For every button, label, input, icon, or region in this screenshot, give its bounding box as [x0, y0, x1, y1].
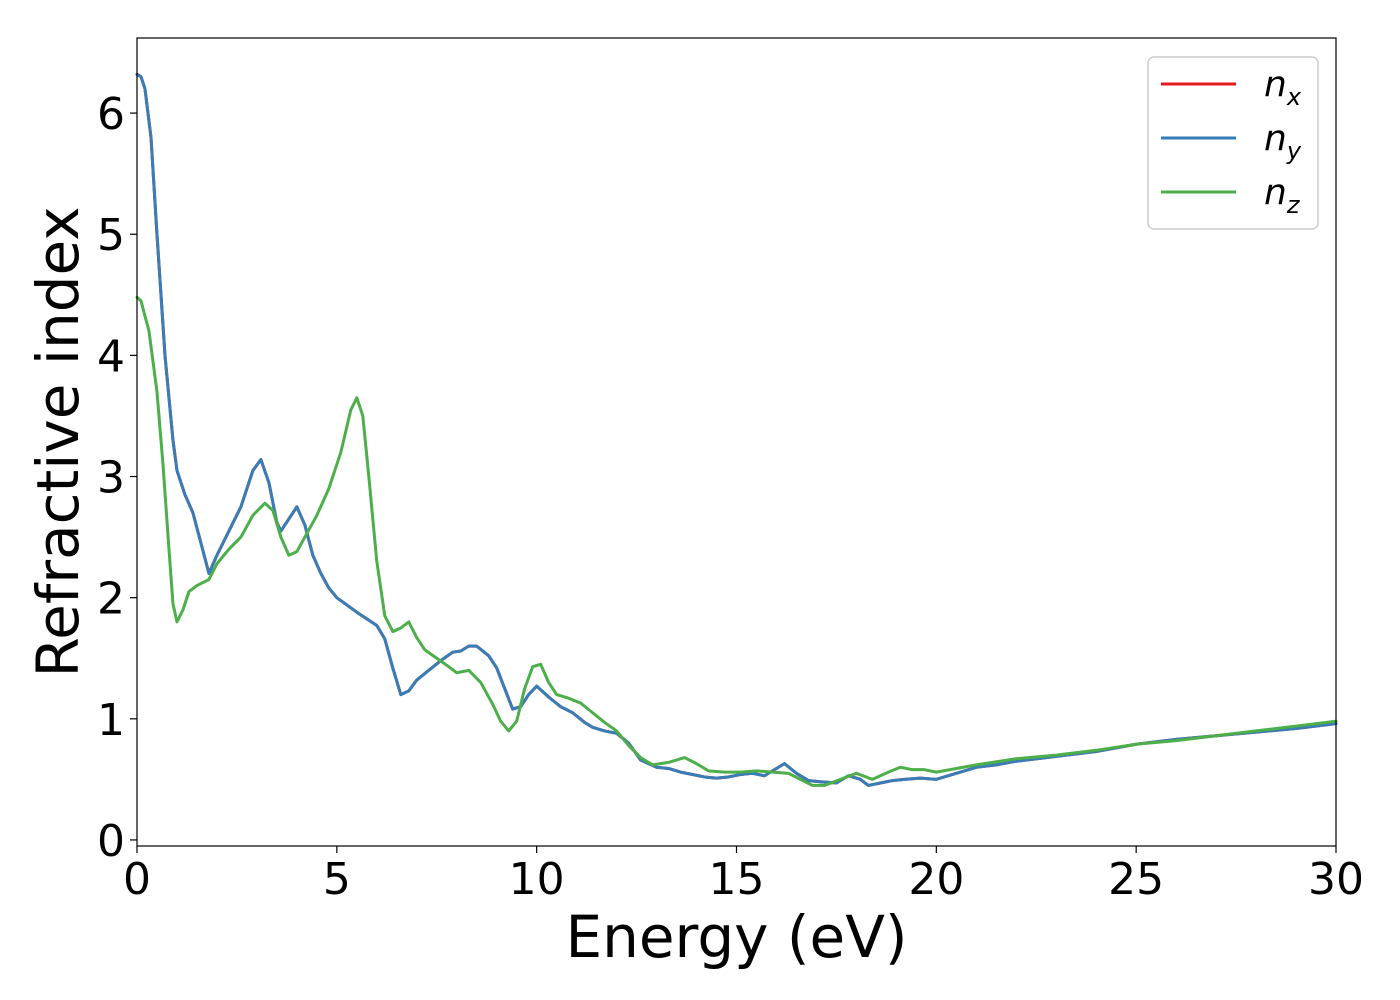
x-tick-label: 25 — [1108, 854, 1164, 905]
legend-label-x: nx — [1264, 64, 1302, 111]
y-tick-label: 1 — [97, 695, 125, 746]
legend-box — [1147, 56, 1319, 230]
legend-label-z: nz — [1264, 172, 1301, 219]
x-tick-label: 20 — [908, 854, 964, 905]
series-line-y — [135, 72, 1338, 787]
series-layer — [135, 72, 1338, 787]
y-tick-label: 4 — [97, 331, 125, 382]
y-tick-label: 3 — [97, 453, 125, 504]
x-tick-label: 5 — [323, 854, 351, 905]
series-line-z — [135, 295, 1338, 787]
y-axis-label: Refractive index — [24, 206, 92, 677]
y-tick-label: 2 — [97, 574, 125, 625]
y-tick-label: 6 — [97, 89, 125, 140]
y-axis: 0 1 2 3 4 5 6 — [97, 89, 137, 867]
x-tick-label: 10 — [509, 854, 565, 905]
x-tick-label: 30 — [1308, 854, 1364, 905]
x-tick-label: 0 — [123, 854, 151, 905]
y-tick-label: 5 — [97, 210, 125, 261]
y-tick-label: 0 — [97, 816, 125, 867]
x-tick-label: 15 — [709, 854, 765, 905]
x-axis-label: Energy (eV) — [565, 903, 907, 971]
legend: nx ny nz — [1147, 56, 1319, 230]
legend-label-y: ny — [1264, 118, 1302, 165]
x-axis: 0 5 10 15 20 25 30 — [123, 846, 1364, 905]
